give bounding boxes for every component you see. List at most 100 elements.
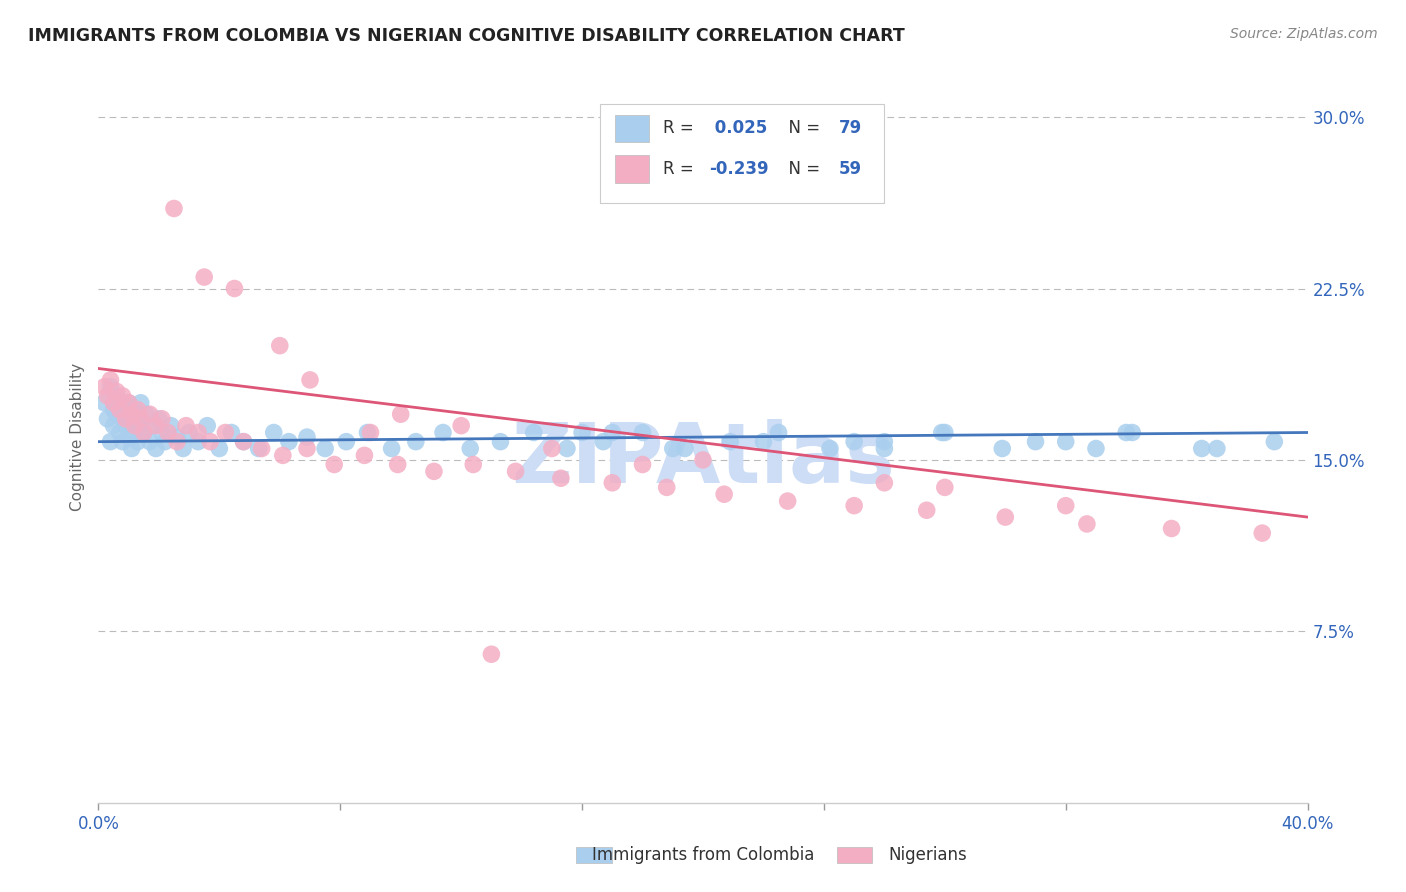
Point [550,471,572,485]
Point [139,407,162,421]
Point [187,434,209,449]
Point [187,425,209,440]
Point [360,425,382,440]
Point [602,475,624,490]
Point [96,412,118,426]
Point [1263,434,1285,449]
Point [1076,516,1098,531]
Point [221,425,243,440]
Point [1191,442,1213,456]
Point [381,442,404,456]
Point [174,418,197,433]
Point [873,442,896,456]
Point [166,434,188,449]
Point [934,480,956,494]
Point [153,434,176,449]
Point [991,442,1014,456]
Point [1160,521,1182,535]
Point [127,402,149,417]
Text: Source: ZipAtlas.com: Source: ZipAtlas.com [1230,27,1378,41]
Point [135,407,157,421]
Point [661,442,683,456]
Point [124,425,146,440]
Point [389,407,412,421]
Point [103,396,125,410]
Point [353,449,375,463]
Point [752,434,775,449]
Point [1206,442,1229,456]
Point [129,396,152,410]
Point [873,475,896,490]
Point [179,425,201,440]
Point [172,442,194,456]
Point [193,270,215,285]
Point [463,458,485,472]
Point [148,412,170,426]
Point [129,412,152,426]
Point [356,425,378,440]
Point [132,425,155,440]
Point [1024,434,1046,449]
Point [108,402,131,417]
Text: R =: R = [664,160,699,178]
Point [93,396,115,410]
Point [163,202,186,216]
Point [1115,425,1137,440]
Point [114,402,136,417]
Point [934,425,956,440]
Bar [614,114,648,143]
Point [160,418,183,433]
Point [150,425,173,440]
Text: IMMIGRANTS FROM COLOMBIA VS NIGERIAN COGNITIVE DISABILITY CORRELATION CHART: IMMIGRANTS FROM COLOMBIA VS NIGERIAN COG… [28,27,905,45]
Point [263,425,285,440]
Point [277,434,299,449]
Point [111,412,134,426]
Point [96,389,118,403]
Point [114,418,136,433]
Point [232,434,254,449]
Point [873,434,896,449]
Point [111,389,134,403]
Point [931,425,953,440]
Point [121,407,143,421]
Point [269,338,291,352]
Point [105,384,128,399]
Bar [576,847,612,863]
Point [108,425,131,440]
Text: ZIPAtlas: ZIPAtlas [510,418,896,500]
Point [481,647,503,661]
Point [100,373,122,387]
Point [523,425,546,440]
Point [108,396,131,410]
Point [142,418,165,433]
Point [818,442,841,456]
Point [844,434,866,449]
Text: 79: 79 [838,120,862,137]
Point [103,418,125,433]
Point [224,281,246,295]
FancyBboxPatch shape [600,104,884,203]
Point [323,458,346,472]
Point [295,442,318,456]
Point [100,380,122,394]
Point [295,430,318,444]
Text: N =: N = [778,120,825,137]
Bar [614,154,648,183]
Text: 59: 59 [838,160,862,178]
Point [195,418,218,433]
Point [423,464,446,478]
Point [655,480,678,494]
Y-axis label: Cognitive Disability: Cognitive Disability [69,363,84,511]
Point [118,430,141,444]
Point [118,396,141,410]
Point [114,412,136,426]
Point [631,425,654,440]
Point [1054,434,1077,449]
Point [299,373,322,387]
Point [250,442,273,456]
Point [555,442,578,456]
Point [271,449,294,463]
Point [208,442,231,456]
Point [121,412,143,426]
Point [540,442,562,456]
